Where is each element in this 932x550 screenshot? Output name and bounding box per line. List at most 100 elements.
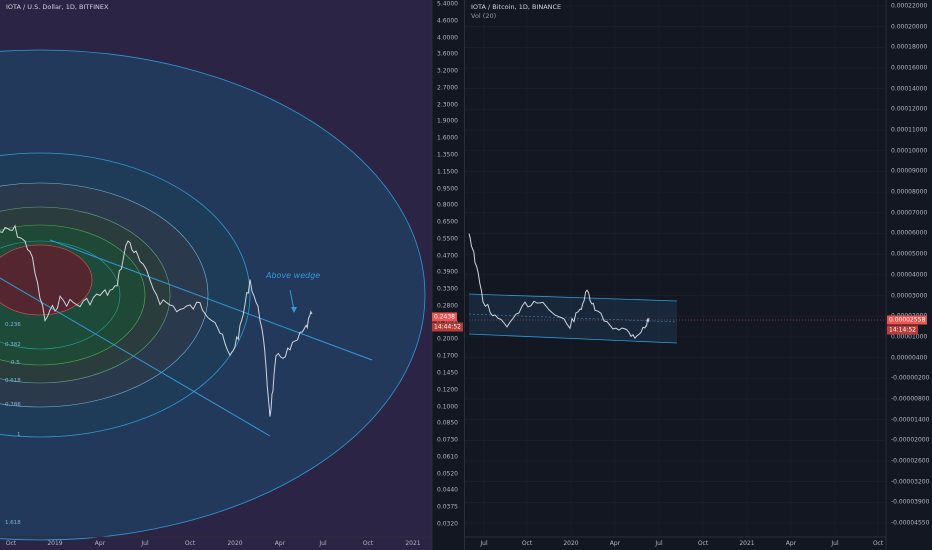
left-y-tick-label: 0.1200 bbox=[437, 386, 458, 394]
fib-level-label: 1.618 bbox=[5, 520, 21, 526]
left-x-tick-label: Apr bbox=[274, 540, 286, 547]
right-y-tick-label: 0.00022000 bbox=[891, 2, 928, 10]
right-countdown-badge: 14:14:52 bbox=[887, 325, 918, 335]
right-y-tick-label: 0.00018000 bbox=[891, 43, 928, 51]
right-y-tick-label: -0.00000800 bbox=[891, 395, 930, 403]
right-x-tick-label: Apr bbox=[785, 540, 797, 547]
right-y-tick-label: 0.00012000 bbox=[891, 105, 928, 113]
left-y-tick-label: 1.3500 bbox=[437, 151, 458, 159]
right-y-tick-label: 0.00016000 bbox=[891, 64, 928, 72]
fib-level-label: 0.786 bbox=[5, 402, 21, 408]
wedge-upper-line bbox=[49, 239, 373, 361]
left-x-tick-label: Oct bbox=[362, 540, 374, 547]
right-x-tick-label: Jul bbox=[480, 540, 488, 547]
left-chart-canvas[interactable] bbox=[0, 0, 464, 550]
left-x-tick-label: Oct bbox=[5, 540, 17, 547]
fib-level-label: 0.236 bbox=[5, 322, 21, 328]
right-y-tick-label: 0.00010000 bbox=[891, 147, 928, 155]
right-x-tick-label: Jul bbox=[655, 540, 663, 547]
right-x-tick-label: 2021 bbox=[739, 540, 755, 547]
left-y-tick-label: 0.2800 bbox=[437, 302, 458, 310]
left-y-axis-background bbox=[432, 0, 464, 550]
left-y-tick-label: 1.6000 bbox=[437, 134, 458, 142]
right-y-tick-label: 0.00004000 bbox=[891, 271, 928, 279]
left-y-tick-label: 0.3300 bbox=[437, 285, 458, 293]
fib-level-label: 0.5 bbox=[11, 360, 20, 366]
right-x-tick-label: Oct bbox=[521, 540, 533, 547]
left-y-tick-label: 0.0610 bbox=[437, 453, 458, 461]
right-y-tick-label: -0.00000200 bbox=[891, 374, 930, 382]
left-y-tick-label: 3.2000 bbox=[437, 67, 458, 75]
right-y-tick-label: -0.00003200 bbox=[891, 478, 930, 486]
left-y-tick-label: 0.0440 bbox=[437, 486, 458, 494]
left-x-tick-label: Jul bbox=[141, 540, 149, 547]
right-chart-pane[interactable]: IOTA / Bitcoin, 1D, BINANCE Vol (20) 0.0… bbox=[464, 0, 932, 550]
left-chart-pane[interactable]: IOTA / U.S. Dollar, 1D, BITFINEX Above w… bbox=[0, 0, 464, 550]
price-channel bbox=[469, 294, 677, 343]
left-y-tick-label: 4.0000 bbox=[437, 34, 458, 42]
right-x-tick-label: Jul bbox=[831, 540, 839, 547]
left-y-tick-label: 0.1000 bbox=[437, 403, 458, 411]
right-price-badge: 0.00002558 bbox=[887, 315, 928, 325]
right-y-tick-label: 0.00001000 bbox=[891, 333, 928, 341]
right-y-tick-label: -0.00002600 bbox=[891, 457, 930, 465]
right-x-tick-label: Oct bbox=[872, 540, 884, 547]
left-y-tick-label: 0.0320 bbox=[437, 520, 458, 528]
left-x-tick-label: 2019 bbox=[47, 540, 63, 547]
wedge-lower-line bbox=[0, 277, 271, 437]
right-y-tick-label: -0.00001400 bbox=[891, 416, 930, 424]
left-y-tick-label: 0.0850 bbox=[437, 419, 458, 427]
right-price-series bbox=[468, 233, 650, 340]
left-y-tick-label: 2.7000 bbox=[437, 84, 458, 92]
right-y-tick-label: 0.00006000 bbox=[891, 229, 928, 237]
left-y-tick-label: 0.5500 bbox=[437, 235, 458, 243]
right-y-axis-background bbox=[886, 0, 932, 550]
fib-circle-0236 bbox=[0, 244, 93, 316]
left-x-tick-label: Apr bbox=[94, 540, 106, 547]
annotation-arrow-line bbox=[289, 289, 295, 311]
right-x-tick-label: 2020 bbox=[563, 540, 579, 547]
left-y-tick-label: 0.0520 bbox=[437, 470, 458, 478]
left-chart-title: IOTA / U.S. Dollar, 1D, BITFINEX bbox=[6, 3, 109, 11]
fib-level-label: 0.382 bbox=[5, 342, 21, 348]
left-x-tick-label: Jul bbox=[319, 540, 327, 547]
left-y-tick-label: 1.1500 bbox=[437, 168, 458, 176]
right-chart-title: IOTA / Bitcoin, 1D, BINANCE bbox=[471, 3, 562, 11]
above-wedge-annotation[interactable]: Above wedge bbox=[266, 271, 321, 280]
left-y-tick-label: 3.6000 bbox=[437, 50, 458, 58]
right-y-tick-label: -0.00004550 bbox=[891, 519, 930, 527]
left-x-tick-label: 2020 bbox=[227, 540, 243, 547]
annotation-arrow-head bbox=[291, 307, 297, 313]
left-y-tick-label: 2.3000 bbox=[437, 101, 458, 109]
left-y-tick-label: 5.4000 bbox=[437, 0, 458, 8]
left-price-series bbox=[0, 224, 313, 417]
channel-lower-line bbox=[468, 333, 678, 344]
left-y-tick-label: 0.3900 bbox=[437, 268, 458, 276]
left-y-tick-label: 0.8000 bbox=[437, 201, 458, 209]
right-y-tick-label: 0.00005000 bbox=[891, 250, 928, 258]
left-y-tick-label: 1.9000 bbox=[437, 117, 458, 125]
fib-level-label: 0.618 bbox=[5, 378, 21, 384]
right-y-tick-label: 0.00011000 bbox=[891, 126, 928, 134]
right-x-tick-label: Apr bbox=[609, 540, 621, 547]
left-countdown-badge: 14:44:52 bbox=[432, 322, 463, 332]
right-y-tick-label: -0.00002000 bbox=[891, 436, 930, 444]
right-chart-canvas[interactable] bbox=[465, 0, 932, 550]
left-y-tick-label: 0.2000 bbox=[437, 335, 458, 343]
right-y-tick-label: 0.00008000 bbox=[891, 188, 928, 196]
right-y-tick-label: -0.00003900 bbox=[891, 498, 930, 506]
left-y-tick-label: 4.6000 bbox=[437, 17, 458, 25]
left-y-tick-label: 0.4700 bbox=[437, 252, 458, 260]
left-y-tick-label: 0.9500 bbox=[437, 185, 458, 193]
right-y-tick-label: 0.00014000 bbox=[891, 85, 928, 93]
left-y-tick-label: 0.0730 bbox=[437, 436, 458, 444]
channel-mid-line bbox=[468, 313, 678, 323]
right-y-tick-label: 0.00009000 bbox=[891, 167, 928, 175]
volume-indicator-label[interactable]: Vol (20) bbox=[471, 12, 497, 20]
right-y-tick-label: 0.00007000 bbox=[891, 209, 928, 217]
left-price-badge: 0.2438 bbox=[432, 312, 457, 322]
left-y-tick-label: 0.1450 bbox=[437, 369, 458, 377]
right-y-tick-label: 0.00020000 bbox=[891, 23, 928, 31]
channel-upper-line bbox=[468, 293, 678, 302]
